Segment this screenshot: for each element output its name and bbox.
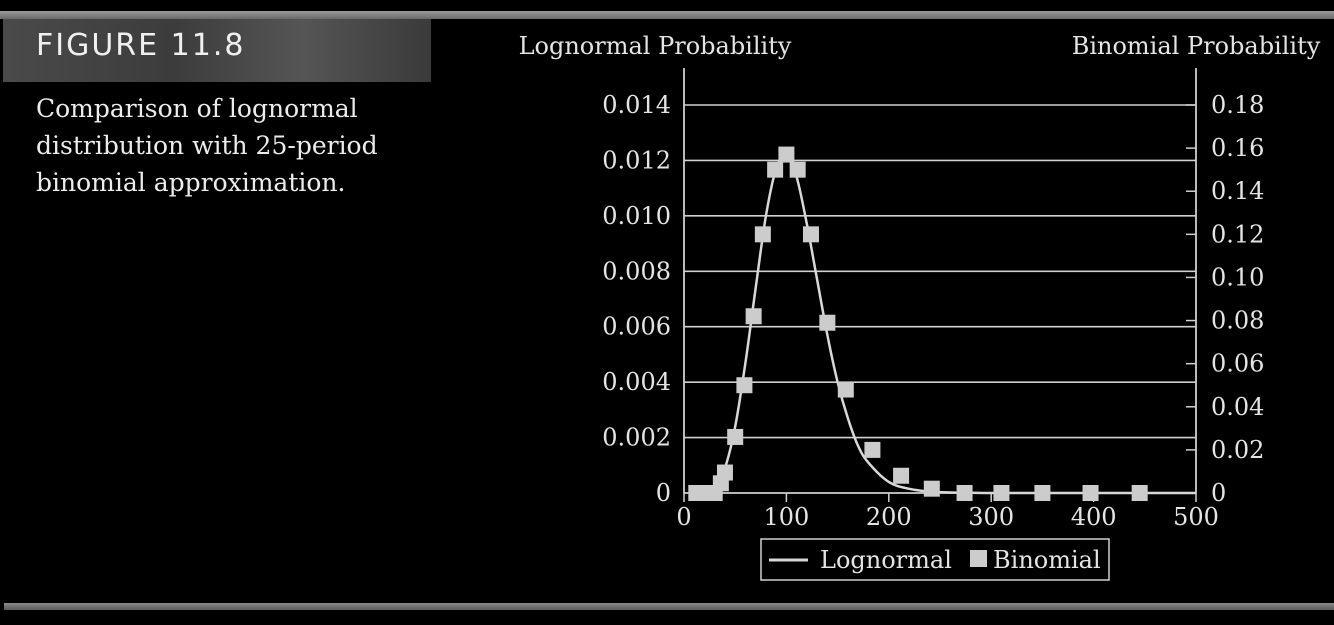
binomial-point-17 bbox=[893, 467, 910, 484]
binomial-point-21 bbox=[1034, 485, 1051, 501]
right-tick-label-9: 0.18 bbox=[1211, 91, 1264, 119]
binomial-point-18 bbox=[923, 480, 940, 497]
left-tick-label-4: 0.008 bbox=[602, 257, 671, 285]
binomial-point-10 bbox=[767, 161, 784, 178]
left-tick-label-0: 0 bbox=[656, 479, 671, 507]
legend: Lognormal Binomial bbox=[760, 538, 1110, 581]
x-tick-label-4: 400 bbox=[1071, 503, 1117, 531]
x-tick-label-2: 200 bbox=[866, 503, 912, 531]
right-tick-label-7: 0.14 bbox=[1211, 177, 1264, 205]
right-tick-label-6: 0.12 bbox=[1211, 220, 1264, 248]
lognormal-line bbox=[694, 153, 1196, 495]
left-tick-label-7: 0.014 bbox=[602, 91, 671, 119]
binomial-point-8 bbox=[745, 308, 762, 325]
binomial-point-16 bbox=[864, 441, 881, 458]
figure-label: FIGURE 11.8 bbox=[36, 28, 246, 63]
right-tick-label-0: 0 bbox=[1211, 479, 1226, 507]
x-tick-label-3: 300 bbox=[968, 503, 1014, 531]
binomial-point-23 bbox=[1131, 485, 1148, 501]
gridlines bbox=[684, 104, 1196, 439]
binomial-point-6 bbox=[727, 428, 744, 445]
x-tick-label-5: 500 bbox=[1173, 503, 1219, 531]
legend-box bbox=[760, 538, 1110, 581]
tick-labels: 0 0.002 0.004 0.006 0.008 0.010 0.012 0.014 0 0.0… bbox=[602, 91, 1264, 531]
right-tick-label-4: 0.08 bbox=[1211, 307, 1264, 335]
binomial-point-19 bbox=[956, 485, 973, 501]
legend-binomial-swatch bbox=[970, 550, 987, 567]
left-tick-label-1: 0.002 bbox=[602, 424, 671, 452]
right-axis-label: Binomial Probability bbox=[1072, 32, 1321, 60]
binomial-point-12 bbox=[789, 161, 806, 178]
binomial-point-15 bbox=[837, 381, 854, 398]
binomial-point-7 bbox=[736, 377, 753, 394]
top-rule bbox=[0, 11, 1334, 19]
binomial-point-9 bbox=[754, 226, 771, 243]
figure-banner bbox=[3, 19, 431, 82]
legend-binomial-label: Binomial bbox=[993, 546, 1101, 574]
binomial-point-5 bbox=[716, 464, 733, 481]
left-tick-label-3: 0.006 bbox=[602, 313, 671, 341]
right-tick-label-8: 0.16 bbox=[1211, 134, 1264, 162]
left-tick-label-6: 0.012 bbox=[602, 146, 671, 174]
right-tick-label-2: 0.04 bbox=[1211, 393, 1264, 421]
figure-caption: Comparison of lognormal distribution wit… bbox=[36, 94, 378, 197]
binomial-point-11 bbox=[778, 146, 795, 163]
binomial-point-14 bbox=[819, 314, 836, 331]
series bbox=[688, 146, 1196, 501]
x-tick-label-0: 0 bbox=[676, 503, 691, 531]
right-tick-label-5: 0.10 bbox=[1211, 263, 1264, 291]
left-tick-label-5: 0.010 bbox=[602, 202, 671, 230]
x-tick-label-1: 100 bbox=[763, 503, 809, 531]
right-tick-label-1: 0.02 bbox=[1211, 436, 1264, 464]
binomial-point-13 bbox=[802, 226, 819, 243]
left-tick-label-2: 0.004 bbox=[602, 368, 671, 396]
legend-lognormal-label: Lognormal bbox=[820, 546, 952, 574]
binomial-point-22 bbox=[1082, 485, 1099, 501]
binomial-point-20 bbox=[993, 485, 1010, 501]
left-axis-label: Lognormal Probability bbox=[519, 32, 792, 60]
right-tick-label-3: 0.06 bbox=[1211, 350, 1264, 378]
bottom-rule bbox=[4, 603, 1334, 610]
